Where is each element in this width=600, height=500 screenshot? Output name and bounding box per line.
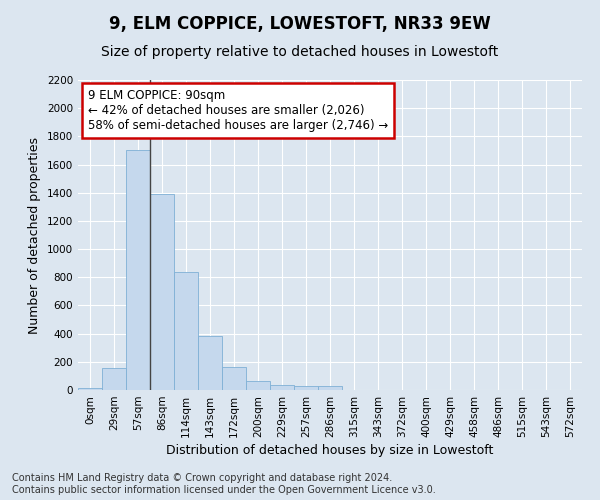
Y-axis label: Number of detached properties: Number of detached properties <box>28 136 41 334</box>
Bar <box>318 386 342 390</box>
Text: 9 ELM COPPICE: 90sqm
← 42% of detached houses are smaller (2,026)
58% of semi-de: 9 ELM COPPICE: 90sqm ← 42% of detached h… <box>88 90 388 132</box>
Text: Size of property relative to detached houses in Lowestoft: Size of property relative to detached ho… <box>101 45 499 59</box>
Bar <box>78 388 102 390</box>
Bar <box>270 385 294 390</box>
Text: Contains HM Land Registry data © Crown copyright and database right 2024.
Contai: Contains HM Land Registry data © Crown c… <box>12 474 436 495</box>
Bar <box>294 386 318 390</box>
Bar <box>150 194 174 390</box>
Bar <box>198 336 222 390</box>
Bar <box>246 381 270 390</box>
Text: 9, ELM COPPICE, LOWESTOFT, NR33 9EW: 9, ELM COPPICE, LOWESTOFT, NR33 9EW <box>109 15 491 33</box>
Bar <box>102 368 126 390</box>
Bar <box>126 150 150 390</box>
X-axis label: Distribution of detached houses by size in Lowestoft: Distribution of detached houses by size … <box>166 444 494 457</box>
Bar <box>174 272 198 390</box>
Bar <box>222 367 246 390</box>
